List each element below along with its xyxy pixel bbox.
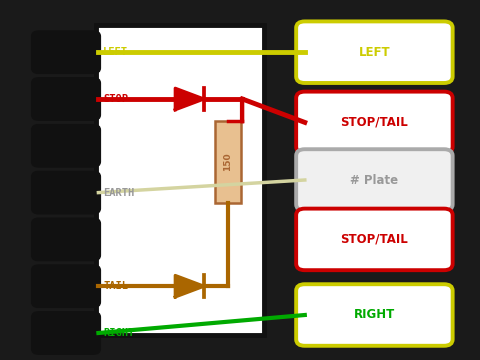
Text: LEFT: LEFT: [359, 46, 390, 59]
FancyBboxPatch shape: [296, 22, 453, 83]
FancyBboxPatch shape: [33, 79, 99, 119]
FancyBboxPatch shape: [96, 25, 264, 335]
FancyBboxPatch shape: [33, 313, 99, 353]
Text: 150: 150: [224, 153, 232, 171]
Text: RIGHT: RIGHT: [103, 328, 134, 338]
FancyBboxPatch shape: [296, 91, 453, 153]
FancyBboxPatch shape: [33, 219, 99, 260]
Text: # Plate: # Plate: [350, 174, 398, 186]
Polygon shape: [175, 275, 204, 297]
FancyBboxPatch shape: [33, 172, 99, 213]
Text: STOP/TAIL: STOP/TAIL: [340, 116, 408, 129]
FancyBboxPatch shape: [33, 32, 99, 72]
Text: TAIL: TAIL: [103, 281, 128, 291]
FancyBboxPatch shape: [215, 121, 241, 203]
Text: LEFT: LEFT: [103, 47, 128, 57]
Text: RIGHT: RIGHT: [354, 309, 395, 321]
FancyBboxPatch shape: [296, 284, 453, 346]
Text: STOP: STOP: [103, 94, 128, 104]
FancyBboxPatch shape: [296, 149, 453, 211]
Text: STOP/TAIL: STOP/TAIL: [340, 233, 408, 246]
FancyBboxPatch shape: [33, 126, 99, 166]
Polygon shape: [175, 88, 204, 110]
Text: EARTH: EARTH: [103, 188, 134, 198]
FancyBboxPatch shape: [33, 266, 99, 306]
FancyBboxPatch shape: [296, 208, 453, 270]
